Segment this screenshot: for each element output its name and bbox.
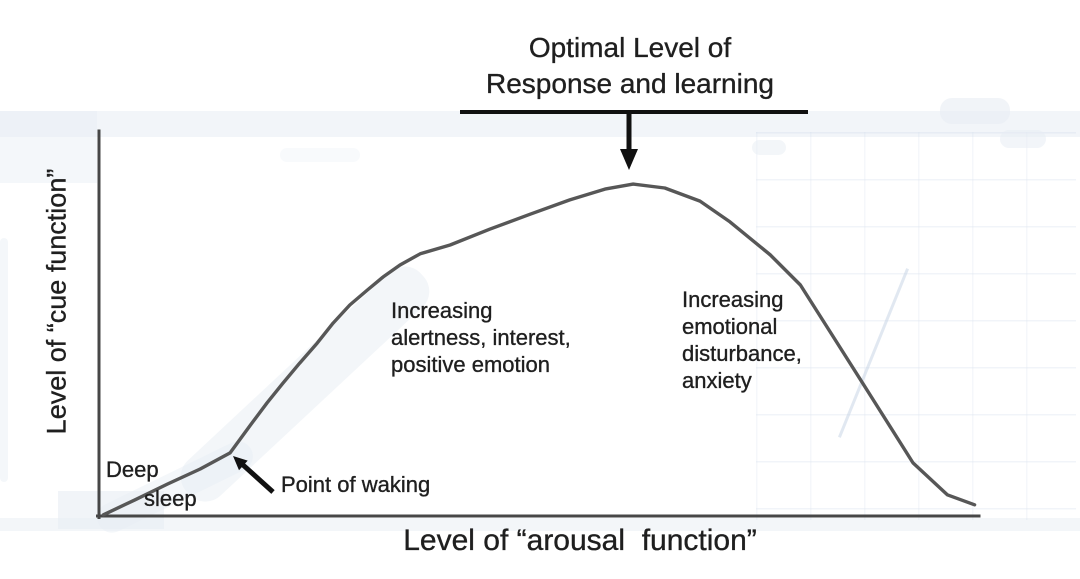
waking-arrow-head — [233, 456, 248, 471]
deep-sleep-label-word1: Deep — [106, 457, 159, 482]
x-axis-label: Level of “arousal function” — [403, 524, 757, 557]
waking-arrow-stem — [241, 462, 275, 494]
chart-title-line1: Optimal Level of — [528, 32, 732, 63]
y-axis-label: Level of “cue function” — [41, 168, 72, 435]
arousal-curve — [101, 182, 977, 517]
chart-title: Optimal Level of Response and learning — [420, 30, 840, 103]
chart-title-line2: Response and learning — [486, 68, 774, 100]
rising-arousal-annotation: Increasing alertness, interest, positive… — [391, 298, 571, 378]
point-of-waking-label: Point of waking — [281, 472, 431, 497]
deep-sleep-label-word2: sleep — [144, 486, 197, 511]
falling-arousal-annotation: Increasing emotional disturbance, anxiet… — [682, 287, 802, 394]
optimal-arrow-head — [620, 149, 638, 170]
